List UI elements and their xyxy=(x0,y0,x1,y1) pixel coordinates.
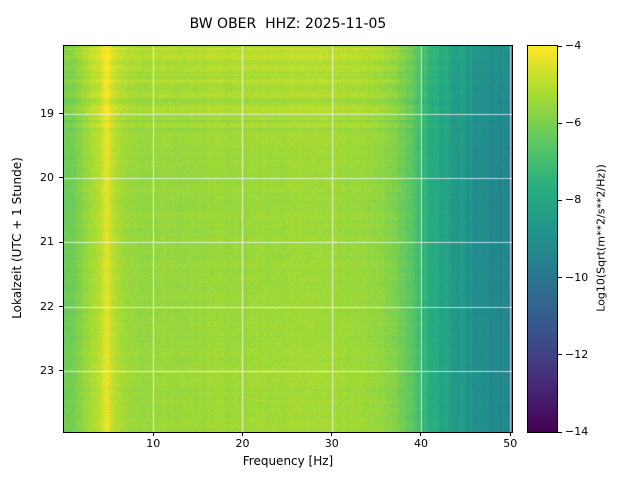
x-tick-label: 20 xyxy=(235,437,250,450)
colorbar-tick-label: −12 xyxy=(565,347,589,361)
x-tick xyxy=(241,432,243,436)
heatmap-canvas xyxy=(64,46,512,432)
chart-title: BW OBER HHZ: 2025-11-05 xyxy=(189,16,387,32)
colorbar-tick-label: −10 xyxy=(565,270,589,284)
colorbar-tick xyxy=(558,277,562,279)
y-tick xyxy=(59,177,63,179)
x-axis-label: Frequency [Hz] xyxy=(242,454,334,468)
y-tick-label: 22 xyxy=(40,299,54,313)
colorbar-tick-label: −8 xyxy=(565,193,582,207)
x-tick-label: 10 xyxy=(146,437,161,450)
x-tick-label: 30 xyxy=(324,437,339,450)
x-tick xyxy=(331,432,333,436)
x-tick xyxy=(420,432,422,436)
x-tick-label: 40 xyxy=(413,437,428,450)
y-tick-label: 19 xyxy=(40,106,54,120)
y-tick-label: 23 xyxy=(40,363,54,377)
y-tick xyxy=(59,306,63,308)
colorbar-label: Log10(Sqrt(m**2/s**2/Hz)) xyxy=(594,164,608,312)
colorbar-tick-label: −6 xyxy=(565,116,582,130)
colorbar-tick xyxy=(558,431,562,433)
y-tick-label: 20 xyxy=(40,170,54,184)
colorbar-tick xyxy=(558,45,562,47)
y-tick xyxy=(59,241,63,243)
colorbar-tick xyxy=(558,199,562,201)
y-axis-label: Lokalzeit (UTC + 1 Stunde) xyxy=(10,157,24,319)
colorbar-canvas xyxy=(528,46,557,432)
x-tick xyxy=(509,432,511,436)
x-tick xyxy=(152,432,154,436)
y-tick xyxy=(59,370,63,372)
y-tick-label: 21 xyxy=(40,235,54,249)
colorbar-tick xyxy=(558,354,562,356)
colorbar xyxy=(527,45,558,433)
x-tick-label: 50 xyxy=(503,437,518,450)
y-tick xyxy=(59,113,63,115)
colorbar-tick-label: −14 xyxy=(565,425,589,438)
heatmap-plot xyxy=(63,45,513,433)
colorbar-tick xyxy=(558,122,562,124)
colorbar-tick-label: −4 xyxy=(565,39,582,52)
